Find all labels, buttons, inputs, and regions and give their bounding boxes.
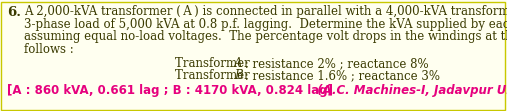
Text: assuming equal no-load voltages.  The percentage volt drops in the windings at t: assuming equal no-load voltages. The per… [24,30,507,43]
Text: 6.: 6. [7,6,21,19]
Text: Transformer: Transformer [175,69,254,82]
Text: (A.C. Machines-I, Jadavpur Univ. 1979): (A.C. Machines-I, Jadavpur Univ. 1979) [309,84,507,97]
Text: [A : 860 kVA, 0.661 lag ; B : 4170 kVA, 0.824 lag]: [A : 860 kVA, 0.661 lag ; B : 4170 kVA, … [7,84,333,97]
Text: A: A [234,57,242,70]
Text: Transformer: Transformer [175,57,254,70]
Text: A 2,000-kVA transformer ( A ) is connected in parallel with a 4,000-kVA transfor: A 2,000-kVA transformer ( A ) is connect… [24,5,507,18]
Text: 3-phase load of 5,000 kVA at 0.8 p.f. lagging.  Determine the kVA supplied by ea: 3-phase load of 5,000 kVA at 0.8 p.f. la… [24,18,507,31]
Text: follows :: follows : [24,43,74,56]
Text: B: B [234,69,243,82]
Text: : resistance 1.6% ; reactance 3%: : resistance 1.6% ; reactance 3% [241,69,440,82]
Text: : resistance 2% ; reactance 8%: : resistance 2% ; reactance 8% [241,57,428,70]
